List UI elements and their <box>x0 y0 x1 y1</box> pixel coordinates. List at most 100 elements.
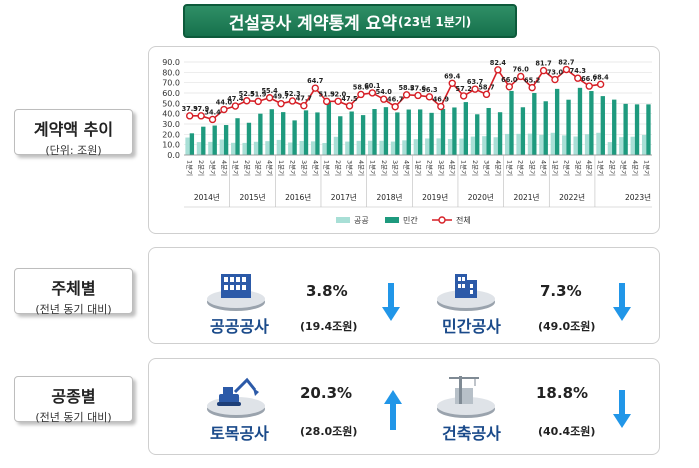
year-tick-label: 2022년 <box>559 192 585 202</box>
legend-private-label: 민간 <box>403 215 418 225</box>
total-point <box>562 65 571 74</box>
quarter-tick-label: 1분기 <box>460 160 469 176</box>
total-point <box>528 83 536 92</box>
public-bar <box>584 134 590 155</box>
public-bar <box>196 142 202 155</box>
y-tick-label: 20.0 <box>162 130 180 139</box>
private-bar <box>566 99 571 155</box>
quarter-tick-label: 1분기 <box>414 160 423 176</box>
private-bar <box>612 99 617 155</box>
private-bar <box>212 125 217 155</box>
private-bar <box>429 112 434 155</box>
private-bar <box>646 104 651 155</box>
quarter-tick-label: 4분기 <box>540 160 549 176</box>
total-point <box>402 91 411 99</box>
year-tick-label: 2016년 <box>285 192 311 202</box>
total-data-label: 81.7 <box>535 60 552 68</box>
private-bar <box>600 96 605 155</box>
public-bar <box>379 140 384 155</box>
total-data-label: 52.5 <box>239 90 256 98</box>
total-data-label: 47.4 <box>227 95 244 103</box>
private-work-name: 민간공사 <box>442 317 501 336</box>
total-point <box>300 102 308 110</box>
total-point <box>231 102 240 110</box>
public-bar <box>482 136 487 155</box>
total-point <box>334 97 342 105</box>
public-bar <box>459 138 464 155</box>
private-bar <box>475 114 480 155</box>
civil-work-amount: (28.0조원) <box>300 425 358 438</box>
quarter-tick-label: 4분기 <box>494 160 503 176</box>
year-tick-label: 2021년 <box>513 192 539 202</box>
quarter-tick-label: 3분기 <box>209 160 218 176</box>
y-tick-label: 30.0 <box>162 120 180 129</box>
total-data-label: 74.3 <box>570 67 587 75</box>
year-tick-label: 2017년 <box>331 192 357 202</box>
total-data-label: 44.0 <box>216 99 233 107</box>
public-bar <box>356 140 361 155</box>
public-bar <box>276 139 282 155</box>
public-bar <box>562 135 567 155</box>
quarter-tick-label: 1분기 <box>231 160 240 176</box>
year-tick-label: 2014년 <box>194 192 220 202</box>
legend-public-label: 공공 <box>354 216 369 225</box>
quarter-tick-label: 2분기 <box>380 160 389 176</box>
private-bar <box>292 120 297 155</box>
private-bar <box>497 112 503 155</box>
total-point <box>596 80 605 89</box>
public-bar <box>527 133 533 155</box>
total-point <box>368 89 377 97</box>
public-bar <box>539 134 544 155</box>
public-bar <box>231 142 236 155</box>
public-bar <box>641 134 647 155</box>
total-point <box>505 83 514 91</box>
private-bar <box>509 90 514 155</box>
public-work-change: 3.8% <box>306 282 348 300</box>
public-bar <box>607 142 613 155</box>
total-point <box>265 94 274 102</box>
private-bar <box>338 116 343 155</box>
private-bar <box>372 109 377 155</box>
quarter-tick-label: 4분기 <box>448 160 457 176</box>
private-bar <box>554 88 560 155</box>
y-tick-label: 10.0 <box>162 141 180 150</box>
quarter-tick-label: 3분기 <box>528 160 537 176</box>
quarter-tick-label: 3분기 <box>346 160 355 176</box>
quarter-tick-label: 3분기 <box>300 160 309 176</box>
private-bar <box>383 107 389 155</box>
private-bar <box>235 118 240 155</box>
total-point <box>482 90 491 99</box>
year-tick-label: 2019년 <box>422 192 448 202</box>
quarter-tick-label: 1분기 <box>505 160 514 176</box>
private-bar <box>577 87 583 155</box>
private-bar <box>303 110 309 155</box>
total-point <box>414 91 422 100</box>
quarter-tick-label: 1분기 <box>277 160 286 176</box>
total-data-label: 37.9 <box>193 105 210 113</box>
total-data-label: 66.7 <box>581 75 598 83</box>
private-bar <box>634 104 640 155</box>
quarter-tick-label: 4분기 <box>220 160 229 176</box>
private-bar <box>623 103 628 155</box>
quarter-tick-label: 2분기 <box>425 160 434 176</box>
public-bar <box>516 133 521 155</box>
total-data-label: 55.4 <box>261 87 278 95</box>
public-bar <box>333 136 339 155</box>
quarter-tick-label: 2분기 <box>608 160 617 176</box>
total-point <box>208 115 217 124</box>
private-work-change: 7.3% <box>540 282 582 300</box>
total-point <box>574 74 582 82</box>
public-bar <box>242 142 247 155</box>
total-point <box>539 66 548 75</box>
private-bar <box>258 113 263 155</box>
up-arrow-icon <box>384 390 402 430</box>
quarter-tick-label: 2분기 <box>197 160 206 176</box>
private-bar <box>463 102 468 155</box>
private-bar <box>440 108 446 155</box>
public-bar <box>470 136 476 155</box>
total-point <box>357 90 365 99</box>
public-bar <box>504 133 510 155</box>
total-point <box>471 85 479 93</box>
building-work-change: 18.8% <box>536 384 589 402</box>
trend-sublabel: (단위: 조원) <box>45 144 102 157</box>
